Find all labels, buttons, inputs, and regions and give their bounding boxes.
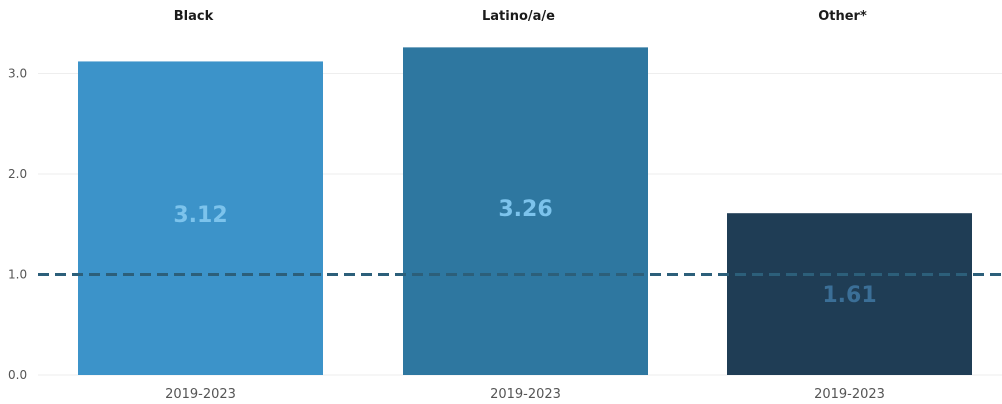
data-label: 1.61 xyxy=(822,283,876,308)
panel-title: Black xyxy=(174,9,214,24)
x-tick-label: 2019-2023 xyxy=(814,387,885,402)
x-tick-label: 2019-2023 xyxy=(490,387,561,402)
data-label: 3.12 xyxy=(173,203,227,228)
y-tick-label: 2.0 xyxy=(8,167,27,181)
data-label: 3.26 xyxy=(498,197,552,222)
bar xyxy=(727,213,972,375)
x-tick-label: 2019-2023 xyxy=(165,387,236,402)
bar xyxy=(78,61,323,375)
y-tick-label: 3.0 xyxy=(8,67,27,81)
bar xyxy=(403,47,648,376)
y-tick-label: 1.0 xyxy=(8,268,27,282)
y-tick-label: 0.0 xyxy=(8,368,27,382)
panel-title: Latino/a/e xyxy=(482,9,555,24)
panel-title: Other* xyxy=(818,9,867,24)
